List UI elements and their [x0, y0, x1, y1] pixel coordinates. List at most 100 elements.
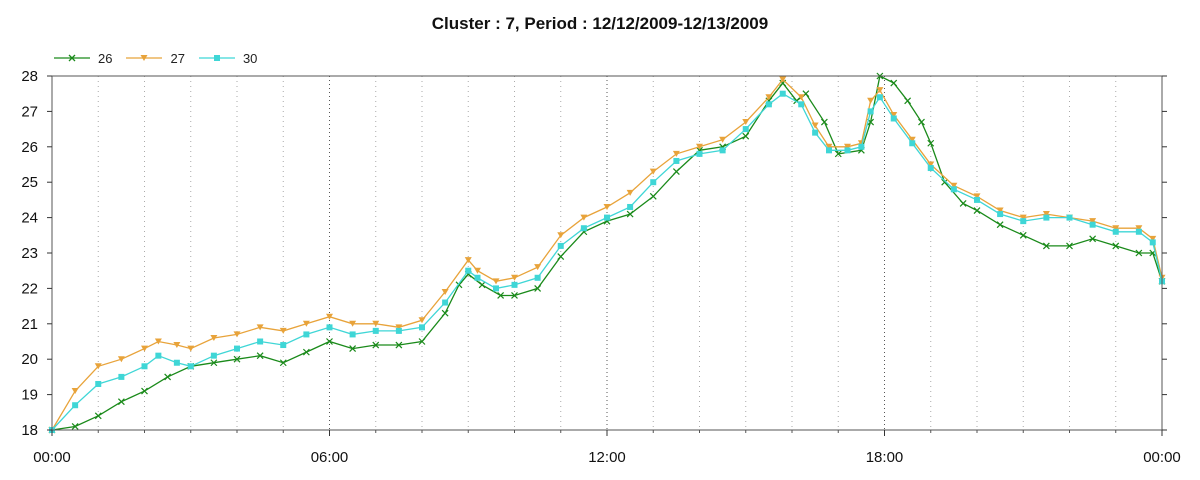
legend-label-26: 26 [98, 50, 113, 66]
data-point [844, 147, 851, 154]
y-tick-label: 22 [21, 280, 38, 297]
data-point [326, 324, 333, 331]
data-point [395, 327, 402, 334]
data-point [627, 203, 634, 210]
data-point [876, 94, 883, 101]
data-point [1112, 225, 1120, 232]
data-point [959, 200, 967, 207]
legend-label-27: 27 [170, 50, 185, 66]
data-point [696, 150, 703, 157]
data-point [603, 203, 611, 210]
data-point [1112, 228, 1119, 235]
data-point [395, 341, 403, 349]
y-tick-label: 21 [21, 316, 38, 333]
axes: 00:00 06:00 12:00 18:00 00:00 18 19 20 21 22 23 24 2… [21, 68, 1180, 466]
data-point [626, 189, 634, 196]
legend-swatch-26-icon [54, 54, 90, 62]
data-point [820, 118, 828, 126]
data-point [858, 143, 865, 150]
data-point [765, 94, 773, 101]
data-point [418, 317, 426, 324]
x-tick-label: 00:00 [1143, 449, 1181, 466]
data-point [303, 331, 310, 338]
data-point [918, 118, 925, 126]
data-point [742, 119, 750, 126]
data-point [1019, 231, 1027, 239]
data-point [742, 132, 750, 140]
data-point [973, 193, 981, 200]
data-point [996, 207, 1004, 214]
legend-item-27: 27 [124, 50, 185, 66]
data-point [626, 210, 634, 218]
data-point [280, 342, 287, 349]
y-tick-label: 20 [21, 351, 38, 368]
data-point [765, 101, 772, 108]
data-point [1112, 242, 1120, 250]
data-point [117, 398, 125, 406]
data-point [257, 338, 264, 345]
data-point [395, 324, 403, 331]
data-point [117, 356, 125, 363]
data-point [94, 412, 102, 420]
data-point [256, 324, 264, 331]
data-point [950, 182, 958, 189]
data-point [811, 122, 819, 129]
data-point [173, 359, 180, 366]
data-point [419, 324, 425, 331]
data-point [234, 345, 240, 352]
data-point [372, 341, 380, 349]
data-point [742, 126, 749, 133]
data-point [534, 264, 542, 271]
y-tick-label: 23 [21, 245, 38, 262]
data-point [798, 101, 805, 108]
y-tick-label: 19 [21, 387, 38, 404]
data-point [1149, 235, 1157, 242]
data-point [474, 274, 481, 281]
data-point [672, 150, 680, 157]
data-point [141, 363, 148, 370]
data-point [826, 147, 832, 154]
data-point [927, 161, 935, 168]
data-point [834, 150, 842, 158]
data-point [719, 147, 726, 154]
data-point [302, 348, 310, 356]
data-point [164, 373, 172, 381]
data-point [908, 136, 916, 143]
x-tick-label: 06:00 [311, 449, 349, 466]
data-point [478, 281, 486, 289]
y-tick-label: 26 [21, 139, 38, 156]
data-point [118, 373, 125, 380]
data-point [418, 338, 426, 345]
chart-title: Cluster : 7, Period : 12/12/2009-12/13/2… [431, 14, 769, 33]
data-point [326, 313, 333, 320]
data-point [973, 207, 981, 214]
data-point [534, 284, 542, 292]
data-point [233, 355, 241, 363]
legend-label-30: 30 [242, 50, 258, 66]
data-point [72, 402, 79, 409]
data-point [279, 327, 287, 334]
series-30 [49, 90, 1165, 433]
legend-swatch-27-icon [126, 55, 163, 61]
data-point [909, 140, 916, 147]
y-tick-label: 27 [21, 103, 38, 120]
data-point [141, 345, 148, 352]
data-point [557, 232, 565, 239]
data-point [493, 285, 499, 292]
data-point [173, 342, 181, 349]
data-point [941, 178, 949, 186]
data-point [349, 320, 357, 327]
data-point [890, 79, 898, 87]
data-point [1066, 214, 1073, 221]
data-point [534, 274, 541, 281]
data-point [326, 338, 333, 345]
data-point [604, 214, 610, 221]
data-point [673, 157, 680, 164]
data-point [1135, 228, 1142, 235]
x-tick-label: 12:00 [588, 449, 626, 466]
data-point [511, 292, 518, 299]
data-point [187, 345, 195, 352]
series-line-27 [51, 78, 1163, 431]
y-tick-label: 24 [21, 210, 38, 227]
data-point [210, 352, 217, 359]
